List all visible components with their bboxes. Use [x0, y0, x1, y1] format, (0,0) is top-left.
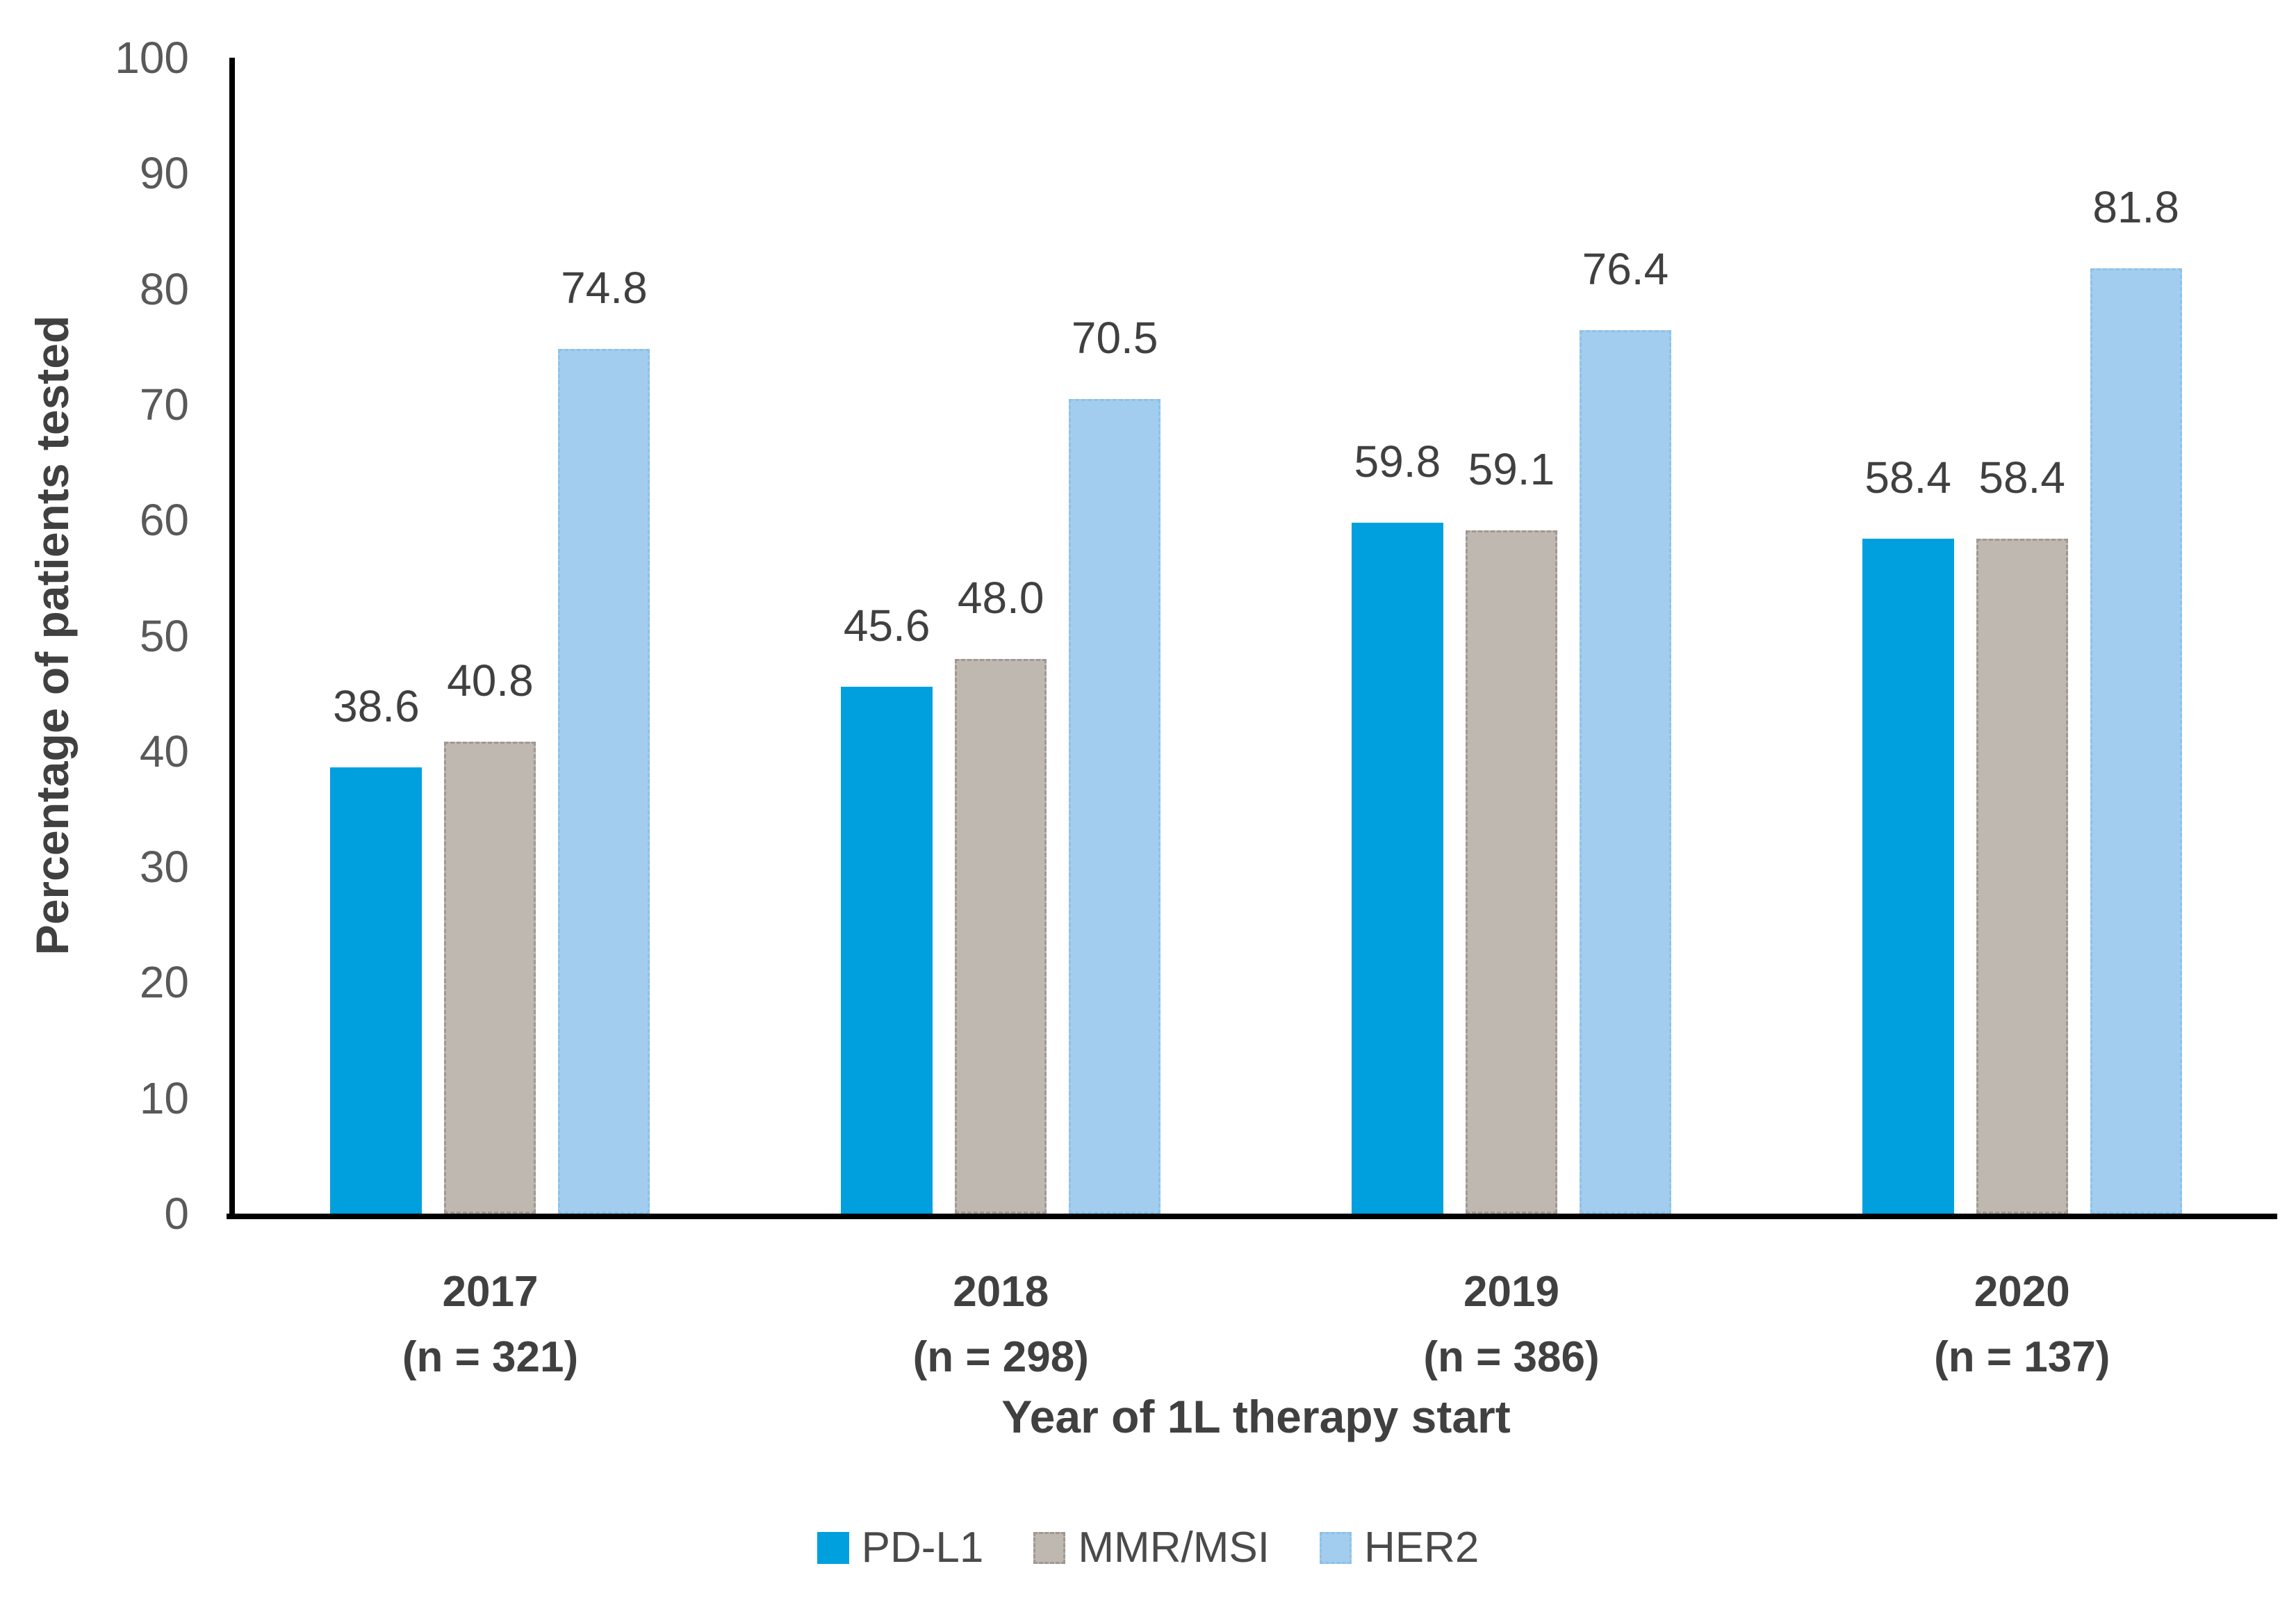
value-label-HER2-2017: 74.8 [561, 263, 648, 313]
x-axis-line [227, 1214, 2277, 1219]
y-tick-label: 50 [139, 610, 189, 661]
bar-MMR/MSI-2017 [444, 742, 536, 1214]
bar-MMR/MSI-2020 [1976, 538, 2068, 1214]
legend-item-mmr-msi: MMR/MSI [1033, 1526, 1270, 1570]
bar-PD-L1-2018 [841, 686, 933, 1214]
value-label-MMR/MSI-2019: 59.1 [1468, 444, 1555, 495]
y-tick-label: 70 [139, 379, 189, 430]
bar-MMR/MSI-2019 [1465, 530, 1557, 1214]
bar-PD-L1-2020 [1862, 538, 1954, 1214]
x-category-n: (n = 137) [1934, 1333, 2110, 1381]
y-tick-label: 100 [115, 33, 189, 83]
value-label-HER2-2020: 81.8 [2092, 181, 2179, 232]
x-category-n: (n = 321) [402, 1333, 579, 1381]
x-category-year: 2020 [1974, 1268, 2070, 1316]
legend-item-her2: HER2 [1319, 1524, 1479, 1572]
bar-PD-L1-2019 [1351, 522, 1443, 1214]
x-category-year: 2019 [1463, 1268, 1559, 1316]
legend-label-her2: HER2 [1363, 1524, 1479, 1572]
bar-HER2-2019 [1579, 330, 1671, 1214]
y-tick-label: 90 [139, 148, 189, 199]
value-label-MMR/MSI-2020: 58.4 [1978, 452, 2065, 503]
bar-PD-L1-2017 [330, 767, 423, 1214]
x-category-year: 2017 [442, 1268, 539, 1316]
y-tick-label: 20 [139, 957, 189, 1008]
x-category-year: 2018 [953, 1268, 1049, 1316]
x-category-label-2020: 2020 (n = 137) [1766, 1259, 2277, 1390]
legend-swatch-her2 [1319, 1532, 1352, 1564]
legend-label-pdl1: PD-L1 [861, 1524, 984, 1572]
legend-swatch-pdl1 [817, 1532, 849, 1564]
y-tick-label: 60 [139, 495, 189, 546]
value-label-PD-L1-2017: 38.6 [333, 681, 420, 732]
value-label-PD-L1-2020: 58.4 [1864, 452, 1951, 503]
value-label-MMR/MSI-2018: 48.0 [957, 572, 1044, 623]
y-tick-label: 0 [164, 1189, 189, 1239]
bar-HER2-2018 [1069, 398, 1161, 1214]
x-category-n: (n = 386) [1423, 1333, 1600, 1381]
legend-swatch-mmr-msi [1033, 1532, 1066, 1564]
y-tick-label: 80 [139, 263, 189, 314]
bar-HER2-2017 [558, 349, 650, 1214]
legend-label-mmr-msi: MMR/MSI [1078, 1524, 1270, 1572]
value-label-MMR/MSI-2017: 40.8 [447, 655, 534, 706]
x-category-label-2018: 2018 (n = 298) [746, 1259, 1256, 1390]
legend: PD-L1 MMR/MSI HER2 [0, 1526, 2296, 1570]
y-tick-label: 10 [139, 1073, 189, 1123]
value-label-HER2-2018: 70.5 [1071, 312, 1158, 363]
x-category-n: (n = 298) [912, 1333, 1089, 1381]
x-category-label-2019: 2019 (n = 386) [1256, 1259, 1767, 1390]
x-axis-title: Year of 1L therapy start [1001, 1391, 1511, 1442]
bar-MMR/MSI-2018 [955, 658, 1047, 1214]
legend-item-pdl1: PD-L1 [817, 1524, 984, 1572]
value-label-PD-L1-2018: 45.6 [843, 600, 930, 651]
value-label-PD-L1-2019: 59.8 [1354, 436, 1441, 487]
y-tick-label: 30 [139, 842, 189, 892]
bar-HER2-2020 [2090, 268, 2182, 1214]
x-category-label-2017: 2017 (n = 321) [235, 1259, 746, 1390]
y-tick-label: 40 [139, 726, 189, 776]
y-axis-line [229, 58, 235, 1219]
value-label-HER2-2019: 76.4 [1582, 244, 1669, 295]
